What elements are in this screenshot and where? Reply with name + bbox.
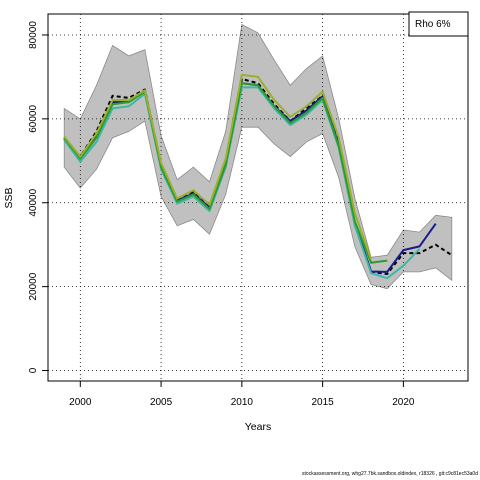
y-tick-label: 80000 xyxy=(28,21,39,49)
legend-box xyxy=(408,11,469,37)
confidence-band xyxy=(63,23,453,290)
x-tick-label: 2010 xyxy=(231,397,254,408)
series-line-5 xyxy=(63,73,373,260)
x-axis-title: Years xyxy=(245,421,271,433)
legend-label: Rho 6% xyxy=(415,19,451,30)
y-tick-label: 0 xyxy=(28,367,39,373)
series-layer xyxy=(63,73,453,280)
y-tick-label: 60000 xyxy=(28,105,39,133)
x-tick-label: 2005 xyxy=(150,397,173,408)
y-tick-label: 20000 xyxy=(28,272,39,300)
legend: Rho 6% xyxy=(408,11,469,37)
y-tick-label: 40000 xyxy=(28,188,39,216)
x-tick-label: 2015 xyxy=(311,397,334,408)
series-line-4 xyxy=(63,82,388,264)
footer-caption: stockassessment.org, whg27.7bk.sandbox.o… xyxy=(302,471,478,477)
series-line-1 xyxy=(63,78,453,275)
y-axis-title: SSB xyxy=(3,187,15,208)
x-axis: 2000 2005 2010 2015 2020 xyxy=(69,380,415,408)
confidence-band-layer xyxy=(63,23,453,290)
y-axis: 0 20000 40000 60000 80000 xyxy=(28,21,49,373)
x-tick-label: 2020 xyxy=(392,397,415,408)
x-tick-label: 2000 xyxy=(69,397,92,408)
